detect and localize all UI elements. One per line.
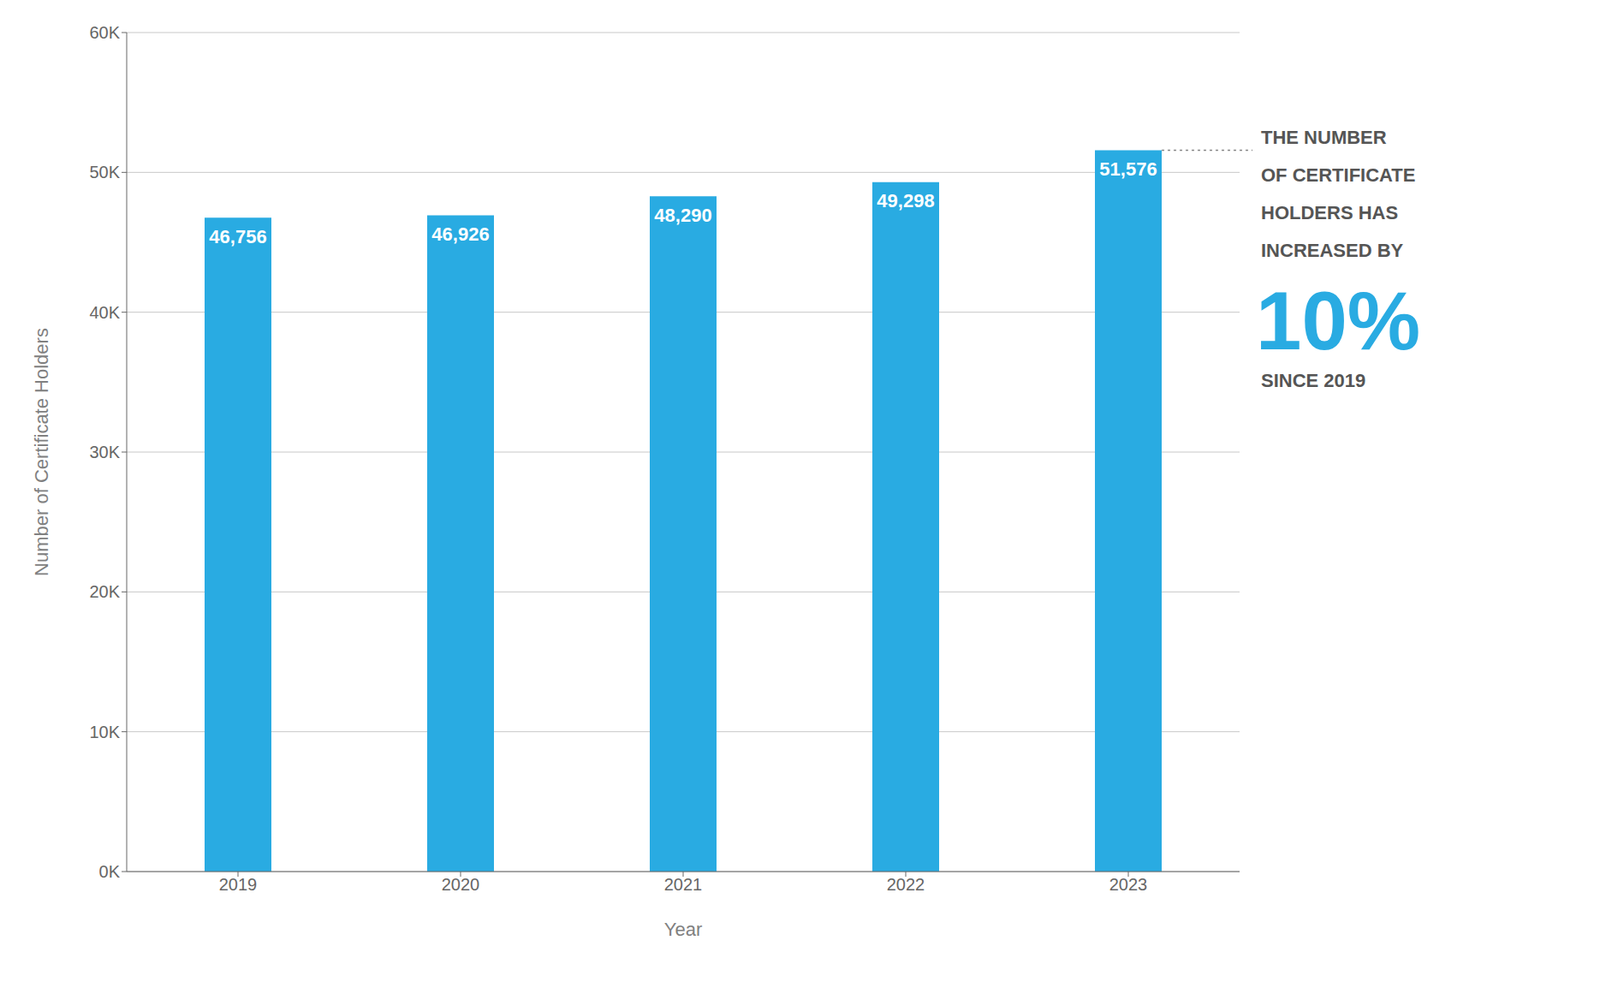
svg-text:Number of Certificate Holders: Number of Certificate Holders bbox=[30, 327, 53, 577]
svg-text:2020: 2020 bbox=[441, 874, 481, 894]
svg-text:46,756: 46,756 bbox=[208, 226, 267, 248]
svg-text:49,298: 49,298 bbox=[876, 190, 934, 212]
svg-text:Year: Year bbox=[664, 918, 702, 940]
svg-text:10%: 10% bbox=[1255, 274, 1421, 367]
svg-text:40K: 40K bbox=[89, 303, 120, 322]
svg-text:51,576: 51,576 bbox=[1099, 158, 1157, 180]
svg-text:10K: 10K bbox=[89, 722, 120, 742]
svg-text:20K: 20K bbox=[89, 582, 120, 601]
svg-text:30K: 30K bbox=[89, 442, 120, 462]
svg-text:2019: 2019 bbox=[219, 874, 258, 894]
svg-text:OF CERTIFICATE: OF CERTIFICATE bbox=[1260, 164, 1416, 186]
svg-text:INCREASED BY: INCREASED BY bbox=[1260, 239, 1404, 262]
svg-text:46,926: 46,926 bbox=[431, 223, 489, 245]
svg-text:2022: 2022 bbox=[886, 874, 926, 894]
svg-text:50K: 50K bbox=[89, 162, 120, 182]
svg-text:THE NUMBER: THE NUMBER bbox=[1260, 126, 1387, 149]
svg-text:48,290: 48,290 bbox=[654, 204, 712, 227]
svg-text:2023: 2023 bbox=[1109, 874, 1148, 894]
svg-text:2021: 2021 bbox=[664, 874, 703, 894]
svg-text:SINCE 2019: SINCE 2019 bbox=[1260, 369, 1366, 392]
svg-text:HOLDERS HAS: HOLDERS HAS bbox=[1260, 202, 1398, 224]
svg-text:60K: 60K bbox=[89, 23, 120, 42]
svg-text:0K: 0K bbox=[99, 862, 121, 881]
